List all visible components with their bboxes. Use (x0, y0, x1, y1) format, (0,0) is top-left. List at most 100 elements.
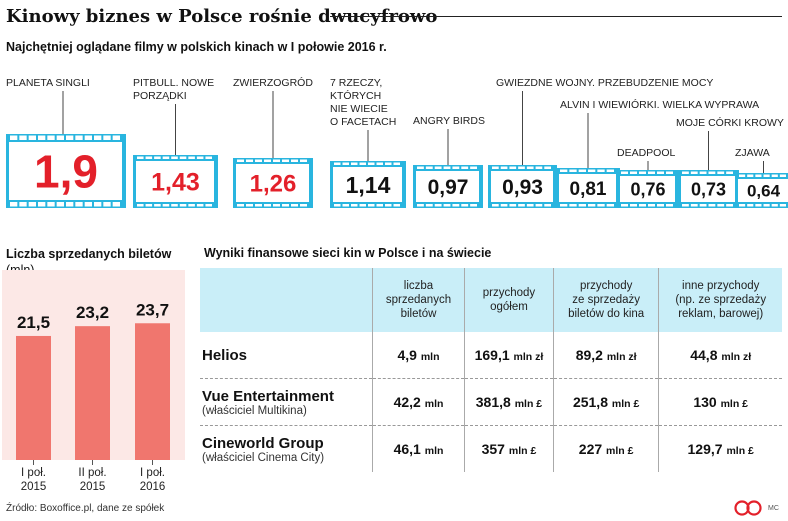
table-cell: 251,8 mln £ (552, 378, 659, 426)
sprocket-hole (342, 204, 349, 207)
page-title: Kinowy biznes w Polsce rośnie dwucyfrowo (6, 6, 438, 27)
film-frame-window (738, 179, 788, 202)
sprocket-hole (205, 204, 212, 207)
sprocket-hole (682, 204, 689, 207)
film-label: DEADPOOL (617, 147, 676, 159)
sprocket-hole (103, 135, 111, 140)
sprocket-hole (10, 202, 18, 207)
table-cell: 129,7 mln £ (658, 425, 782, 472)
sprocket-hole (699, 171, 707, 174)
company-name: Cineworld Group (202, 434, 324, 452)
sprocket-hole (682, 171, 689, 174)
cell-unit: mln £ (514, 398, 543, 410)
cell-unit: mln zł (606, 351, 637, 363)
table-column-header: przychody ze sprzedaży biletów do kina (552, 268, 659, 332)
film-label: NIE WIECIE (330, 103, 388, 115)
sprocket-hole (500, 166, 508, 169)
cell-unit: mln £ (606, 445, 634, 457)
sprocket-hole (492, 166, 499, 169)
table-column-header: inne przychody (np. ze sprzedaży reklam, b… (658, 268, 782, 332)
sprocket-hole (588, 169, 596, 172)
sprocket-hole (717, 171, 725, 174)
sprocket-hole (747, 174, 754, 177)
tickets-chart: 21,5 I poł. 2015 23,2 II poł. 2015 23,7 I poł. 2… (2, 270, 185, 493)
film-frame: 0,81 ALVIN I WIEWIÓRKI. WIELKA WYPRAWA (556, 98, 759, 208)
film-frame-window (136, 161, 215, 202)
film-frame-window (416, 171, 480, 202)
sprocket-hole (47, 135, 55, 140)
table-column-header: przychody ogółem (464, 268, 554, 332)
table-cell: 44,8 mln zł (658, 332, 782, 379)
film-frame: 1,9 PLANETA SINGLI (6, 77, 126, 208)
sprocket-hole (19, 202, 27, 207)
cell-value: 227 (578, 441, 607, 457)
cell-value: 4,9 (397, 347, 421, 363)
table-header-blank (200, 268, 373, 332)
sprocket-hole (255, 204, 262, 207)
sprocket-hole (103, 202, 111, 207)
sprocket-hole (606, 169, 614, 172)
cell-value: 44,8 (690, 347, 722, 363)
table-cell: 169,1 mln zł (464, 332, 554, 379)
sprocket-hole (291, 159, 298, 162)
sprocket-hole (470, 204, 477, 207)
film-label: PLANETA SINGLI (6, 77, 90, 89)
sprocket-hole (393, 204, 400, 207)
sprocket-hole (351, 204, 358, 207)
sprocket-hole (509, 166, 517, 169)
table-row: Vue Entertainment (właściciel Multikina) 4… (200, 378, 782, 426)
sprocket-hole (588, 204, 596, 207)
ticket-bar (16, 335, 51, 460)
sprocket-hole (452, 166, 460, 169)
film-label: KTÓRYCH (330, 89, 381, 102)
sprocket-hole (393, 162, 400, 165)
sprocket-hole (342, 162, 349, 165)
company-name: Helios (202, 346, 248, 364)
sprocket-hole (560, 204, 568, 207)
sprocket-hole (28, 202, 36, 207)
sprocket-hole (544, 204, 551, 207)
sprocket-hole (162, 156, 170, 159)
sprocket-hole (66, 202, 74, 207)
films-chart: 1,9 PLANETA SINGLI 1,43 PITBULL. NOWEPORZĄD… (6, 76, 788, 208)
cell-unit: mln £ (508, 445, 537, 457)
sprocket-hole (569, 204, 577, 207)
sprocket-hole (771, 204, 778, 207)
sprocket-hole (300, 204, 307, 207)
sprocket-hole (434, 204, 442, 207)
sprocket-hole (690, 204, 698, 207)
sprocket-hole (359, 204, 366, 207)
film-value: 0,64 (747, 182, 781, 201)
company-name-cell: Cineworld Group (właściciel Cinema City) (200, 425, 373, 472)
sprocket-hole (94, 202, 102, 207)
sprocket-hole (112, 202, 120, 207)
sprocket-hole (300, 159, 307, 162)
film-frame-edge (553, 165, 557, 208)
sprocket-hole (188, 156, 195, 159)
sprocket-hole (708, 204, 716, 207)
sprocket-hole (56, 135, 64, 140)
sprocket-hole (763, 204, 770, 207)
cell-value: 381,8 (475, 394, 515, 410)
sprocket-hole (526, 166, 534, 169)
sprocket-hole (434, 166, 442, 169)
company-name-cell: Helios (200, 332, 373, 379)
film-value: 1,26 (250, 171, 297, 198)
sprocket-hole (621, 204, 628, 207)
sprocket-hole (779, 174, 786, 177)
sprocket-hole (334, 162, 341, 165)
cell-unit: mln £ (726, 445, 754, 457)
sprocket-hole (417, 204, 424, 207)
film-frame-edge (122, 134, 126, 208)
sprocket-hole (291, 204, 298, 207)
sprocket-hole (771, 174, 778, 177)
film-value: 1,9 (34, 146, 98, 198)
sprocket-hole (385, 162, 392, 165)
sprocket-hole (264, 159, 271, 162)
sprocket-hole (470, 166, 477, 169)
sprocket-hole (739, 174, 746, 177)
sprocket-hole (171, 156, 178, 159)
film-frame: 0,76 DEADPOOL (617, 147, 679, 208)
sprocket-hole (94, 135, 102, 140)
